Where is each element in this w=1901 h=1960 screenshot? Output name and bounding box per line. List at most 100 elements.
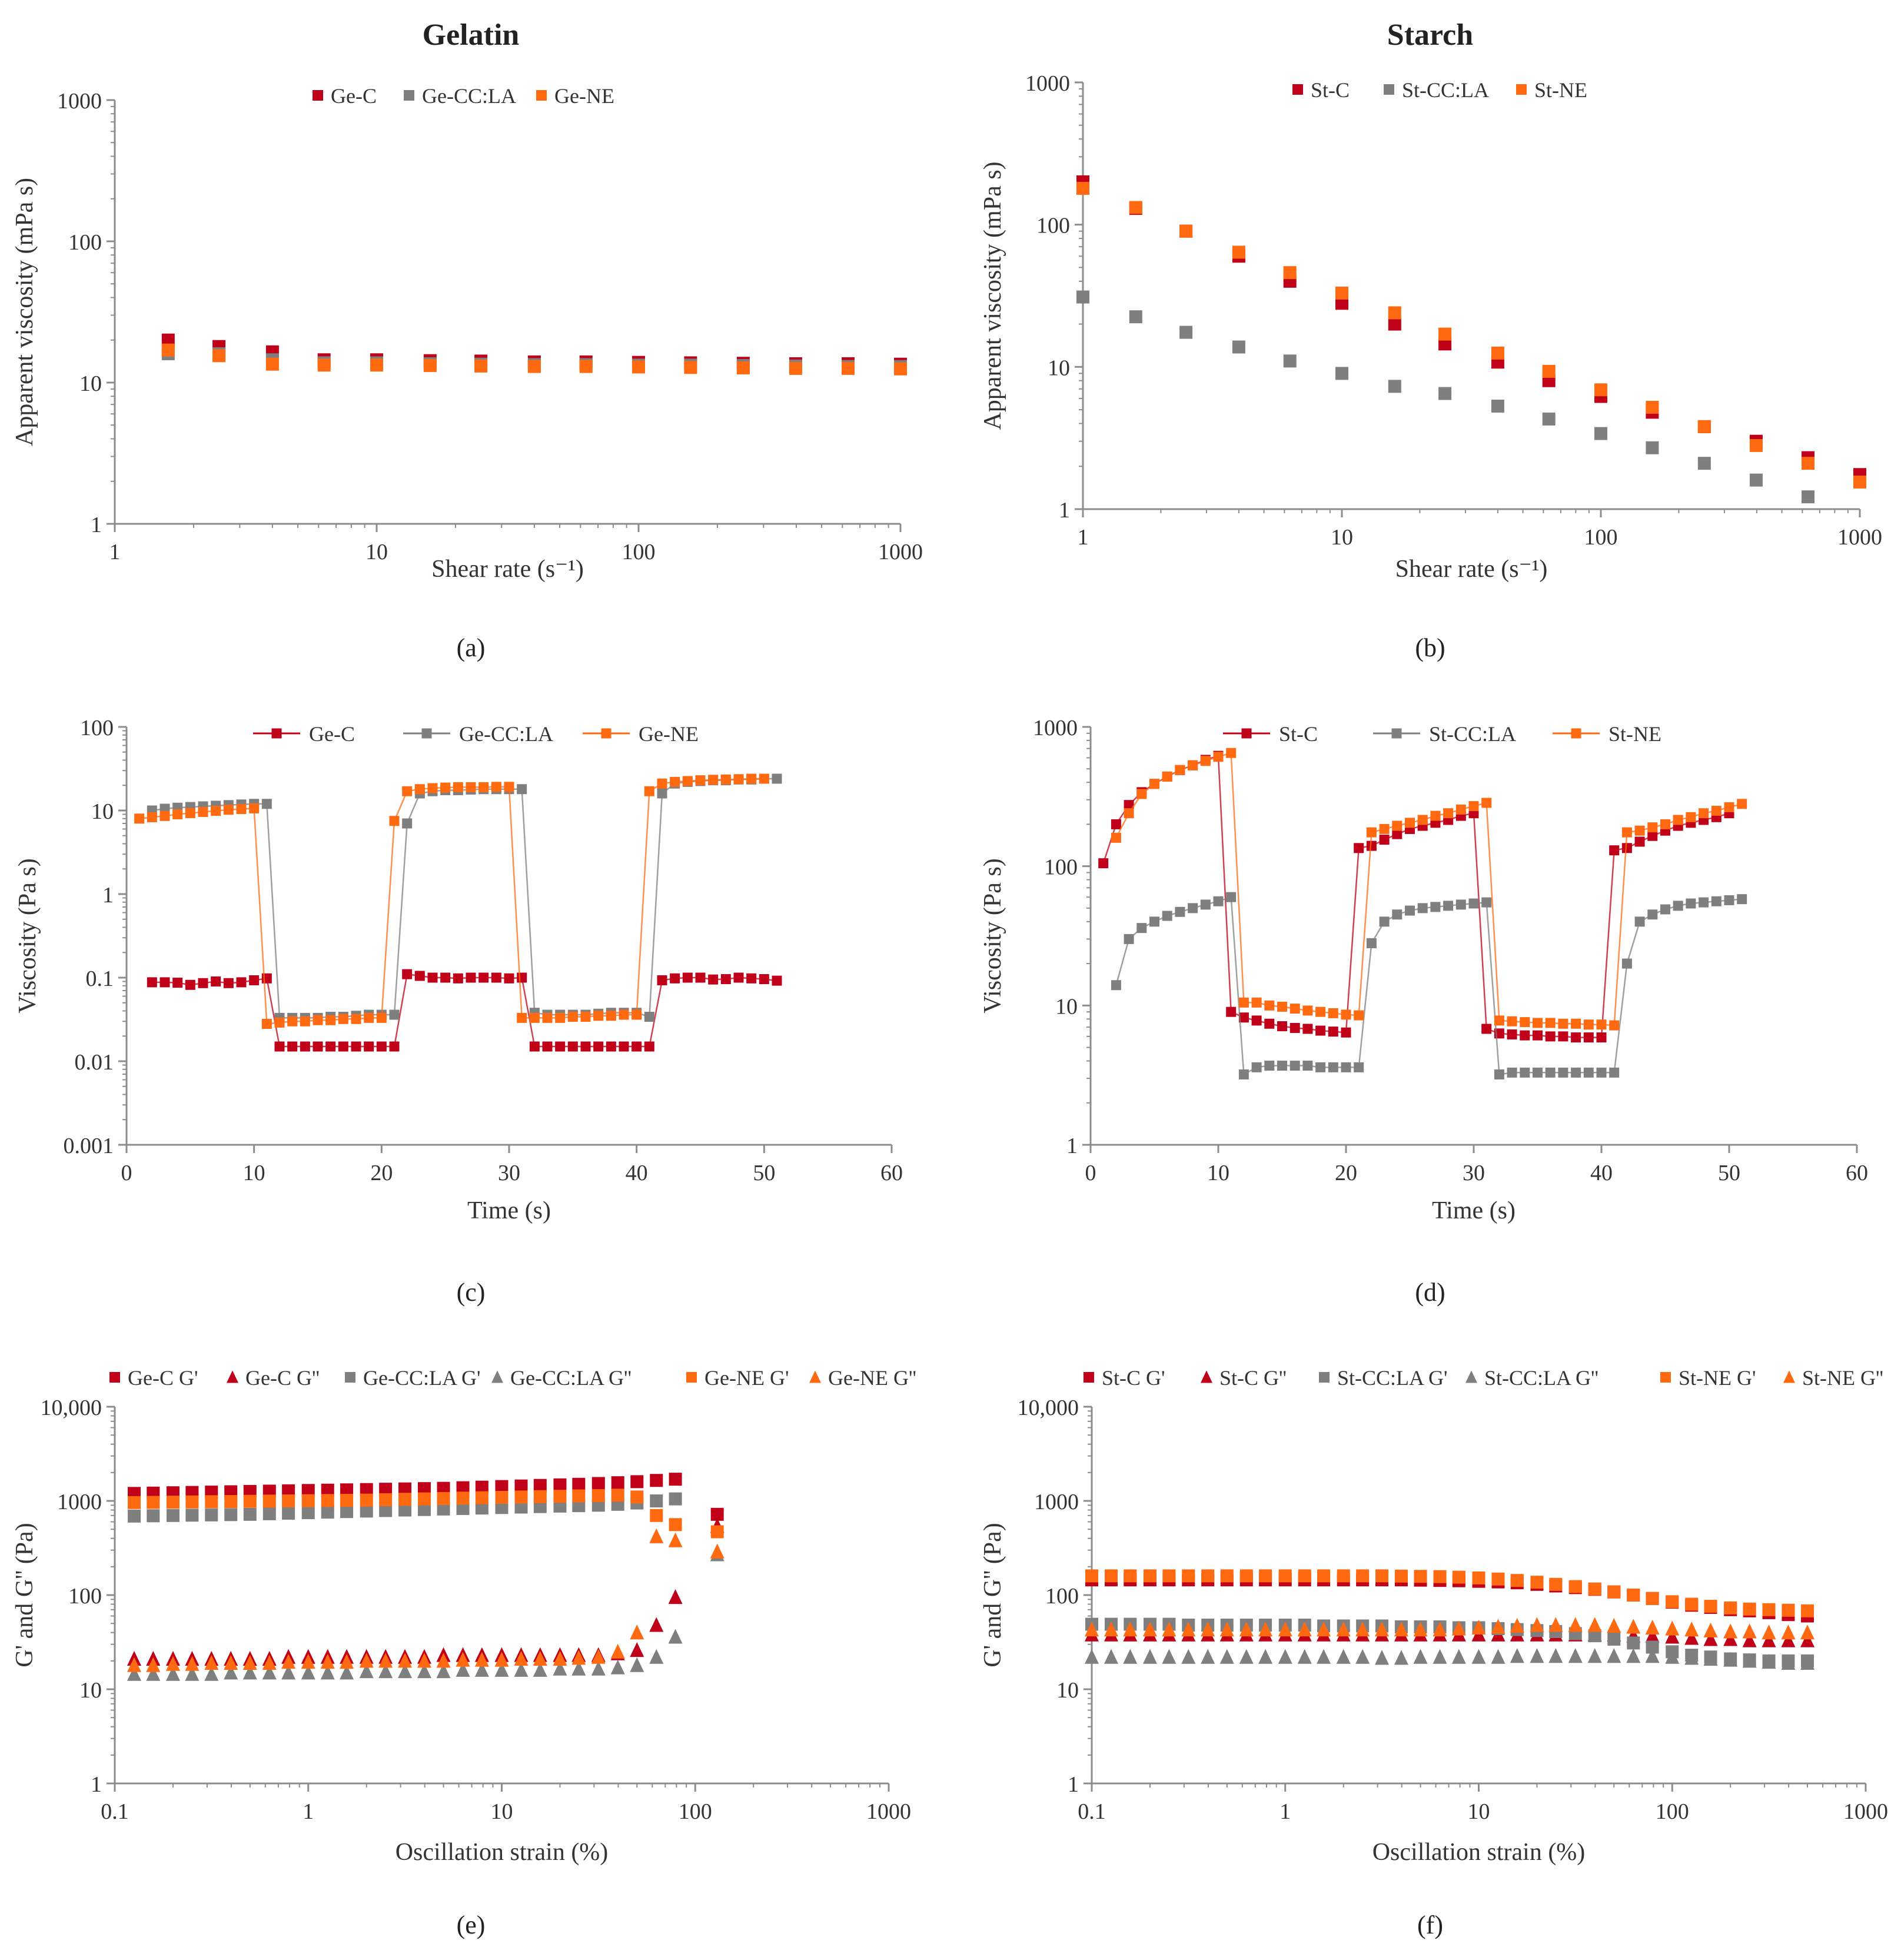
data-point bbox=[453, 973, 463, 984]
data-point bbox=[321, 1494, 334, 1507]
data-point bbox=[313, 1041, 323, 1052]
data-point bbox=[1762, 1654, 1776, 1669]
data-point bbox=[630, 1642, 644, 1657]
data-point bbox=[533, 1650, 547, 1666]
data-point bbox=[1335, 297, 1348, 310]
data-point bbox=[1507, 1016, 1517, 1026]
data-point bbox=[514, 1500, 528, 1514]
data-point bbox=[1076, 290, 1089, 304]
legend-label: Ge-NE bbox=[639, 722, 699, 746]
x-tick-label: 1 bbox=[1279, 1799, 1291, 1824]
data-point bbox=[555, 1041, 566, 1052]
data-point bbox=[242, 1665, 257, 1680]
data-point bbox=[1111, 980, 1121, 991]
data-point bbox=[1123, 1649, 1138, 1664]
data-point bbox=[456, 1481, 470, 1494]
x-tick-label: 10 bbox=[1331, 525, 1353, 550]
data-point bbox=[1278, 1622, 1292, 1637]
legend-label: St-CC:LA bbox=[1402, 78, 1489, 102]
data-point bbox=[580, 1012, 591, 1022]
data-point bbox=[579, 360, 593, 373]
data-point bbox=[313, 1015, 323, 1025]
data-point bbox=[529, 1012, 540, 1023]
data-point bbox=[1413, 1649, 1428, 1664]
data-point bbox=[1737, 799, 1747, 809]
y-tick-label: 1 bbox=[102, 883, 114, 908]
data-point bbox=[1302, 1005, 1313, 1016]
data-point bbox=[351, 1041, 361, 1052]
data-point bbox=[423, 359, 437, 373]
data-point bbox=[1124, 934, 1134, 944]
data-point bbox=[1452, 1570, 1465, 1584]
data-point bbox=[572, 1477, 586, 1491]
data-point bbox=[1699, 897, 1709, 908]
y-tick-label: 100 bbox=[1036, 214, 1070, 238]
data-point bbox=[262, 1665, 277, 1680]
data-point bbox=[417, 1482, 431, 1496]
data-point bbox=[1491, 1572, 1505, 1586]
data-point bbox=[533, 1500, 547, 1513]
y-tick-label: 10 bbox=[79, 1678, 102, 1703]
data-point bbox=[670, 973, 680, 984]
data-point bbox=[1665, 1649, 1680, 1664]
legend-label: St-CC:LA G' bbox=[1337, 1366, 1448, 1390]
data-point bbox=[1472, 1571, 1485, 1584]
data-point bbox=[1660, 904, 1670, 915]
data-point bbox=[456, 1501, 470, 1515]
data-point bbox=[1571, 1032, 1581, 1043]
data-point bbox=[1335, 367, 1348, 380]
data-point bbox=[542, 1041, 553, 1052]
data-point bbox=[1491, 399, 1504, 413]
data-point bbox=[650, 1494, 663, 1507]
data-point bbox=[710, 1525, 724, 1539]
data-point bbox=[1609, 1067, 1620, 1078]
data-point bbox=[1239, 1649, 1254, 1664]
data-point bbox=[610, 1643, 625, 1659]
data-point bbox=[1336, 1622, 1351, 1637]
y-tick-label: 100 bbox=[1045, 1584, 1079, 1609]
data-point bbox=[1711, 805, 1721, 816]
data-point bbox=[1317, 1649, 1331, 1664]
data-point bbox=[1175, 906, 1185, 917]
panel-label-b: (b) bbox=[1415, 633, 1445, 662]
legend-label: St-NE G' bbox=[1679, 1366, 1756, 1390]
data-point bbox=[223, 978, 234, 988]
data-point bbox=[325, 1015, 336, 1025]
data-point bbox=[1583, 1019, 1594, 1030]
data-point bbox=[1533, 1030, 1543, 1041]
series-ge-ne-g bbox=[127, 1489, 724, 1539]
data-point bbox=[360, 1493, 373, 1507]
data-point bbox=[491, 972, 501, 983]
data-point bbox=[1627, 1636, 1640, 1650]
data-point bbox=[736, 361, 750, 375]
data-point bbox=[456, 1662, 470, 1677]
data-point bbox=[1129, 310, 1142, 324]
data-point bbox=[1471, 1649, 1486, 1664]
data-point bbox=[185, 808, 195, 818]
data-point bbox=[619, 1009, 629, 1020]
data-point bbox=[370, 358, 383, 372]
data-point bbox=[1571, 1018, 1581, 1029]
data-point bbox=[204, 1655, 219, 1670]
data-point bbox=[495, 1491, 509, 1504]
data-point bbox=[398, 1653, 413, 1668]
data-point bbox=[1647, 909, 1658, 920]
data-point bbox=[1124, 1569, 1137, 1583]
data-point bbox=[417, 1492, 431, 1506]
data-point bbox=[417, 1503, 431, 1516]
legend-marker bbox=[601, 728, 611, 739]
data-point bbox=[360, 1504, 373, 1518]
data-point bbox=[1724, 802, 1734, 812]
data-point bbox=[389, 816, 400, 826]
data-point bbox=[1781, 1625, 1796, 1640]
data-point bbox=[619, 1041, 629, 1052]
data-point bbox=[1392, 820, 1403, 831]
data-point bbox=[1226, 892, 1237, 902]
data-point bbox=[1723, 1631, 1738, 1646]
data-point bbox=[650, 1509, 663, 1522]
data-point bbox=[555, 1012, 566, 1023]
data-point bbox=[1388, 306, 1401, 320]
data-point bbox=[553, 1499, 567, 1513]
data-point bbox=[591, 1649, 606, 1664]
